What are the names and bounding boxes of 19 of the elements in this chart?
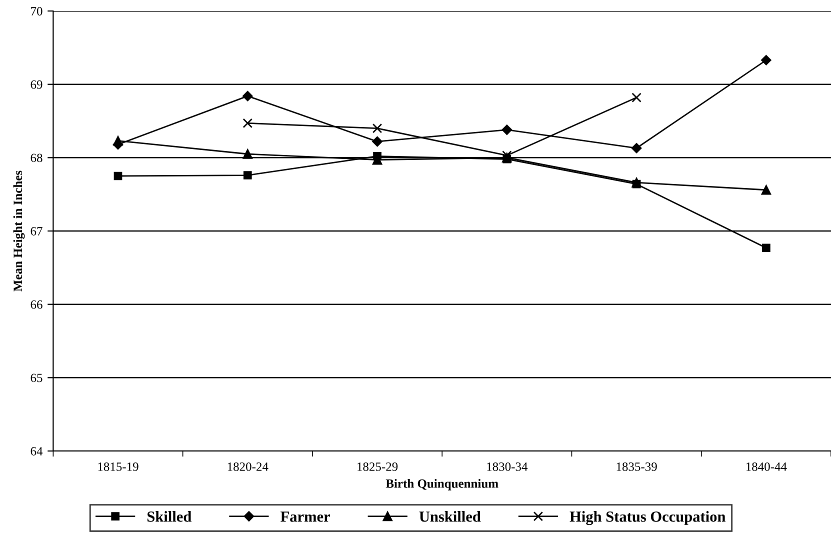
x-axis-title: Birth Quinquennium xyxy=(386,479,498,490)
y-axis-title: Mean Height in Inches xyxy=(13,170,25,292)
legend-label: Unskilled xyxy=(419,511,481,522)
x-tick-label: 1840-44 xyxy=(746,462,787,471)
legend-label: Farmer xyxy=(280,512,330,522)
x-tick-label: 1815-19 xyxy=(98,462,138,471)
y-tick-label: 65 xyxy=(30,374,42,382)
x-tick-label: 1825-29 xyxy=(358,462,398,471)
y-tick-label: 64 xyxy=(30,447,43,456)
y-tick-label: 67 xyxy=(30,227,42,236)
y-tick-label: 66 xyxy=(30,300,42,309)
y-tick-label: 68 xyxy=(30,154,42,162)
x-tick-label: 1830-34 xyxy=(487,462,528,471)
x-tick-label: 1820-24 xyxy=(228,462,268,471)
legend-label: High Status Occupation xyxy=(570,511,726,526)
legend-label: Skilled xyxy=(147,511,192,522)
y-tick-label: 69 xyxy=(30,80,42,89)
x-tick-label: 1835-39 xyxy=(616,462,657,471)
y-tick-label: 70 xyxy=(31,7,42,16)
